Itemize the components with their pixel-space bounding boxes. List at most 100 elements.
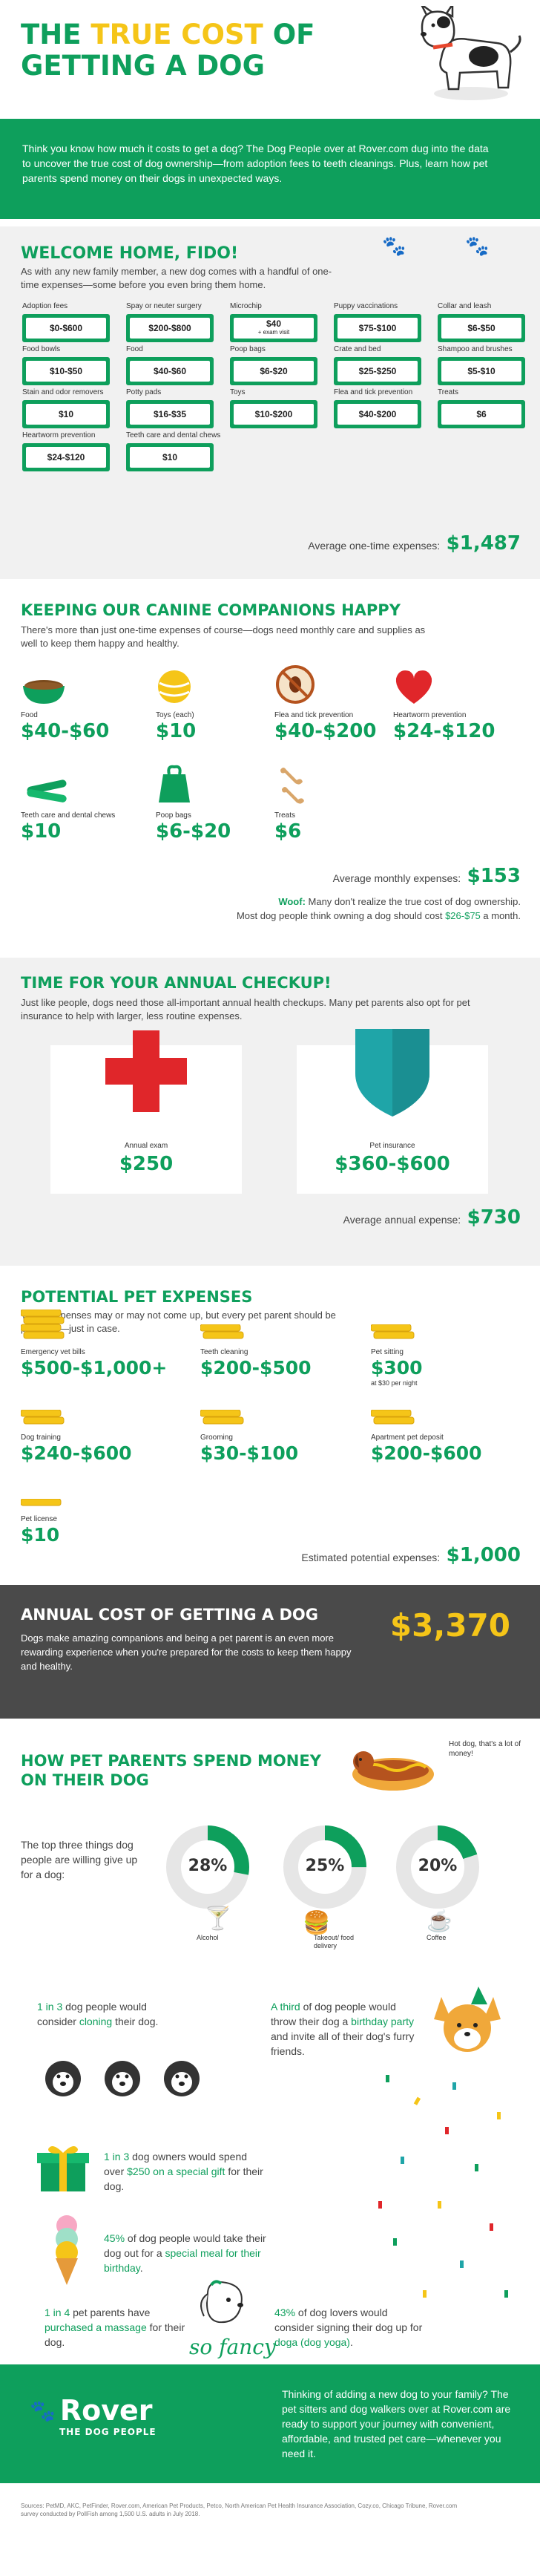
intro-text: Think you know how much it costs to get … — [22, 143, 489, 184]
gift-stat: 1 in 3 dog owners would spend over $250 … — [104, 2151, 263, 2192]
money-bill: $6-$50 — [438, 314, 525, 342]
expense-label: Teeth care and dental chews — [126, 431, 221, 439]
so-fancy-text: so fancy — [189, 2335, 276, 2359]
welcome-text: As with any new family member, a new dog… — [21, 266, 332, 290]
monthly-expense-value: $6-$20 — [156, 820, 231, 843]
expense-label: Toys — [230, 388, 246, 396]
money-bill: $5-$10 — [438, 357, 525, 385]
expense-label: Stain and odor removers — [22, 388, 104, 396]
coin-stack-icon — [370, 1409, 415, 1433]
potential-heading: POTENTIAL PET EXPENSES — [21, 1288, 253, 1306]
expense-value: $24-$120 — [26, 447, 106, 468]
coin-stack-icon — [20, 1409, 65, 1433]
potential-expense-label: Teeth cleaning — [200, 1348, 248, 1356]
money-bill: $200-$800 — [126, 314, 214, 342]
expense-label: Flea and tick prevention — [334, 388, 413, 396]
expense-value: $16-$35 — [130, 404, 210, 425]
giveup-text: The top three things dog people are will… — [21, 1839, 138, 1880]
dental-chew-icon — [21, 761, 73, 805]
potential-section: POTENTIAL PET EXPENSES These expenses ma… — [0, 1266, 540, 1585]
monthly-expense-value: $40-$200 — [274, 720, 377, 742]
monthly-expense-label: Toys (each) — [156, 711, 194, 719]
monthly-expense-value: $40-$60 — [21, 720, 110, 742]
annual-checkup-section: TIME FOR YOUR ANNUAL CHECKUP! Just like … — [0, 958, 540, 1266]
coin-stack-icon — [20, 1309, 65, 1347]
footer-band: 🐾 Rover THE DOG PEOPLE Thinking of addin… — [0, 2364, 540, 2483]
coin-stack-icon — [20, 1498, 65, 1514]
welcome-section: WELCOME HOME, FIDO! As with any new fami… — [0, 226, 540, 579]
money-bill: $6 — [438, 400, 525, 428]
donut-label: Takeout/ food delivery — [314, 1934, 355, 1949]
intro-band: Think you know how much it costs to get … — [0, 119, 540, 219]
donut-chart: 28% — [163, 1823, 252, 1912]
money-bill: $10 — [22, 400, 110, 428]
expense-label: Shampoo and brushes — [438, 345, 513, 353]
one-time-total: Average one-time expenses: $1,487 — [308, 532, 521, 555]
expense-label: Potty pads — [126, 388, 162, 396]
takeout-icon: 🍔 — [303, 1911, 331, 1935]
expense-value: $10-$200 — [234, 404, 314, 425]
potential-expense-value: $200-$500 — [200, 1357, 312, 1379]
expense-value: $40-$60 — [130, 361, 210, 382]
monthly-expense-value: $10 — [21, 820, 62, 843]
cloning-stat: 1 in 3 dog people would consider cloning… — [37, 2001, 159, 2027]
potential-expense-label: Grooming — [200, 1434, 233, 1442]
potential-text: These expenses may or may not come up, b… — [21, 1310, 336, 1334]
medical-cross-icon — [105, 1030, 187, 1112]
gift-icon — [37, 2146, 89, 2191]
expense-value: $10-$50 — [26, 361, 106, 382]
donut-chart: 20% — [393, 1823, 482, 1912]
expense-label: Spay or neuter surgery — [126, 302, 202, 310]
money-bill: $10-$50 — [22, 357, 110, 385]
poop-bag-icon — [156, 761, 193, 805]
donut-percent: 25% — [305, 1857, 345, 1875]
potential-expense-label: Pet license — [21, 1515, 57, 1523]
monthly-expense-label: Poop bags — [156, 811, 191, 820]
expense-label: Microchip — [230, 302, 262, 310]
monthly-text: There's more than just one-time expenses… — [21, 624, 426, 649]
yoga-stat: 43% of dog lovers would consider signing… — [274, 2307, 423, 2348]
money-bill: $25-$250 — [334, 357, 421, 385]
expense-value: $6-$20 — [234, 361, 314, 382]
monthly-expense-label: Flea and tick prevention — [274, 711, 354, 719]
potential-expense-value: $300 — [371, 1357, 423, 1379]
dog-illustration — [421, 6, 521, 100]
potential-expense-value: $30-$100 — [200, 1442, 299, 1464]
title-highlight: TRUE COST — [90, 19, 263, 50]
annual-cost-value: $3,370 — [389, 1607, 510, 1644]
expense-label: Puppy vaccinations — [334, 302, 398, 310]
potential-expense-label: Pet sitting — [371, 1348, 404, 1356]
monthly-expense-value: $24-$120 — [393, 720, 495, 742]
party-corgi-icon — [434, 1987, 501, 2052]
coffee-icon: ☕ — [427, 1909, 452, 1932]
treats-icon — [274, 761, 312, 805]
footer: 🐾 Rover THE DOG PEOPLE Thinking of addin… — [0, 2364, 540, 2576]
donut-label: Coffee — [427, 1934, 447, 1941]
monthly-expense-label: Teeth care and dental chews — [21, 811, 116, 820]
potential-expense-label: Dog training — [21, 1434, 61, 1442]
expense-value: $25-$250 — [338, 361, 418, 382]
confetti-decoration — [378, 2075, 508, 2298]
expense-label: Food bowls — [22, 345, 61, 353]
monthly-expense-value: $10 — [156, 720, 197, 742]
rover-logo: 🐾 Rover THE DOG PEOPLE — [30, 2394, 157, 2437]
donut-slice — [396, 1825, 479, 1909]
potential-expense-value: $240-$600 — [21, 1442, 132, 1464]
dog-bowl-icon — [21, 661, 67, 705]
annual-heading: TIME FOR YOUR ANNUAL CHECKUP! — [21, 974, 332, 992]
annual-text: Just like people, dogs need those all-im… — [21, 997, 470, 1021]
donut-slice — [283, 1825, 366, 1909]
annual-cost-text: Dogs make amazing companions and being a… — [21, 1632, 352, 1672]
monthly-expense-label: Heartworm prevention — [393, 711, 467, 719]
expense-label: Poop bags — [230, 345, 266, 353]
expense-value: $5-$10 — [441, 361, 521, 382]
coin-stack-icon — [200, 1409, 245, 1433]
fancy-dog-icon — [200, 2280, 243, 2324]
monthly-total: Average monthly expenses: $153 — [332, 865, 521, 887]
sources: Sources: PetMD, AKC, PetFinder, Rover.co… — [21, 2503, 458, 2517]
potential-expense-value: $200-$600 — [371, 1442, 482, 1464]
money-bill: $75-$100 — [334, 314, 421, 342]
paw-prints-decoration: 🐾 🐾 — [382, 235, 490, 257]
annual-exam-card: Annual exam $250 — [50, 1030, 242, 1194]
dog-face-icon — [45, 2061, 200, 2096]
